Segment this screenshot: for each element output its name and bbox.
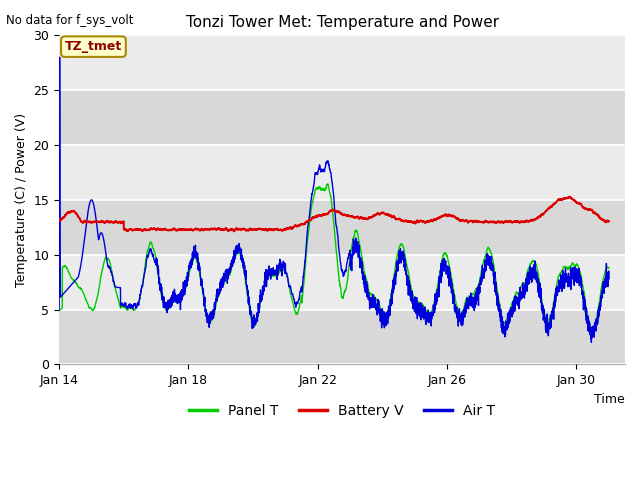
Title: Tonzi Tower Met: Temperature and Power: Tonzi Tower Met: Temperature and Power: [186, 15, 499, 30]
X-axis label: Time: Time: [595, 393, 625, 406]
Bar: [59, 200, 625, 255]
Legend: Panel T, Battery V, Air T: Panel T, Battery V, Air T: [183, 398, 500, 423]
Bar: [59, 90, 625, 145]
Text: No data for f_sys_volt: No data for f_sys_volt: [6, 14, 134, 27]
Text: TZ_tmet: TZ_tmet: [65, 40, 122, 53]
Y-axis label: Temperature (C) / Power (V): Temperature (C) / Power (V): [15, 113, 28, 287]
Bar: [59, 310, 625, 364]
